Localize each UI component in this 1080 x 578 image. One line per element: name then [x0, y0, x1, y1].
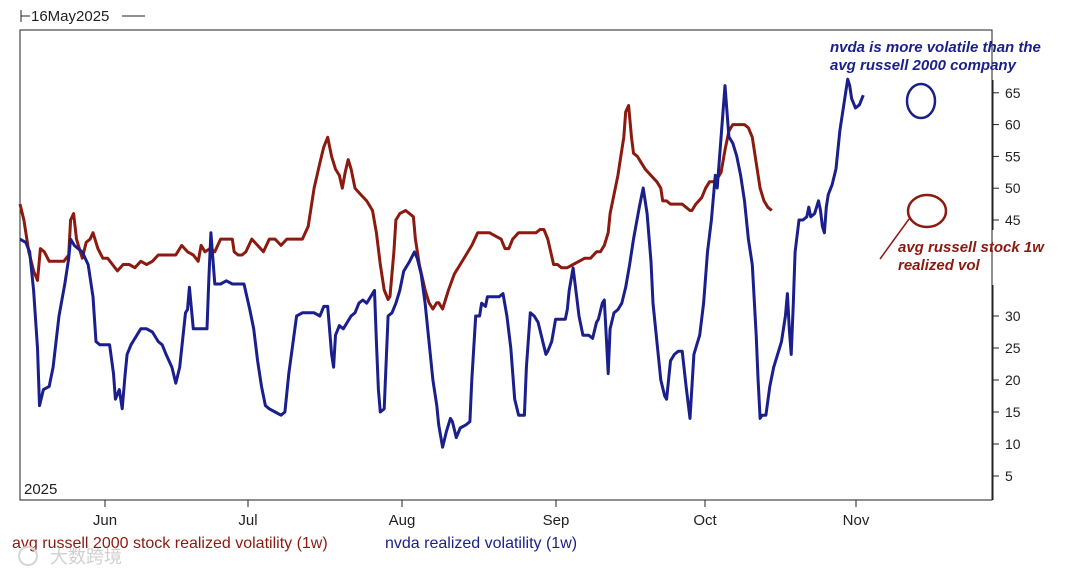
annotation-nvda-line2: avg russell 2000 company	[830, 57, 1017, 74]
x-tick-label-jun: Jun	[93, 512, 117, 529]
x-tick-label-aug: Aug	[389, 512, 416, 529]
x-tick-label-oct: Oct	[693, 512, 717, 529]
lower-y-ticks: 5 10 15 20 25 30	[993, 308, 1021, 484]
lower-y-tick-label-5: 5	[1005, 468, 1013, 484]
legend: avg russell 2000 stock realized volatili…	[12, 535, 577, 552]
lower-y-tick-label-25: 25	[1005, 340, 1021, 356]
upper-y-tick-label-50: 50	[1005, 180, 1021, 196]
x-tick-label-nov: Nov	[843, 512, 870, 529]
legend-item-nvda: nvda realized volatility (1w)	[385, 535, 577, 552]
watermark-text: 大数跨境	[50, 547, 122, 568]
annotation-russell-pointer	[879, 218, 910, 260]
watermark-logo-icon	[18, 546, 38, 566]
lower-y-tick-label-20: 20	[1005, 372, 1021, 388]
date-label: 16May2025	[31, 8, 109, 25]
legend-item-russell: avg russell 2000 stock realized volatili…	[12, 535, 328, 552]
annotation-nvda-circle	[905, 82, 937, 120]
series-line-nvda	[19, 77, 865, 449]
annotation-russell-circle	[906, 193, 948, 229]
annotation-nvda-line1: nvda is more volatile than the	[830, 39, 1041, 56]
x-axis-ticks: Jun Jul Aug Sep Oct Nov	[93, 500, 870, 529]
series-line-russell	[18, 104, 773, 311]
upper-y-ticks: 45 50 55 60 65	[993, 85, 1021, 228]
date-range-marker: 16May2025	[20, 8, 145, 25]
annotation-russell-line2: realized vol	[898, 257, 981, 274]
annotation-nvda: nvda is more volatile than the avg russe…	[830, 39, 1041, 120]
lower-y-tick-label-10: 10	[1005, 436, 1021, 452]
watermark: 大数跨境	[18, 546, 122, 568]
upper-y-tick-label-55: 55	[1005, 148, 1021, 164]
x-tick-label-sep: Sep	[543, 512, 570, 529]
annotation-russell: avg russell stock 1w realized vol	[879, 193, 1045, 274]
annotation-russell-line1: avg russell stock 1w	[898, 239, 1045, 256]
year-label: 2025	[24, 481, 57, 498]
plot-frame	[19, 29, 993, 501]
lower-y-tick-label-15: 15	[1005, 404, 1021, 420]
upper-y-tick-label-65: 65	[1005, 85, 1021, 101]
upper-y-tick-label-45: 45	[1005, 212, 1021, 228]
upper-y-tick-label-60: 60	[1005, 117, 1021, 133]
x-tick-label-jul: Jul	[238, 512, 257, 529]
lower-y-tick-label-30: 30	[1005, 308, 1021, 324]
